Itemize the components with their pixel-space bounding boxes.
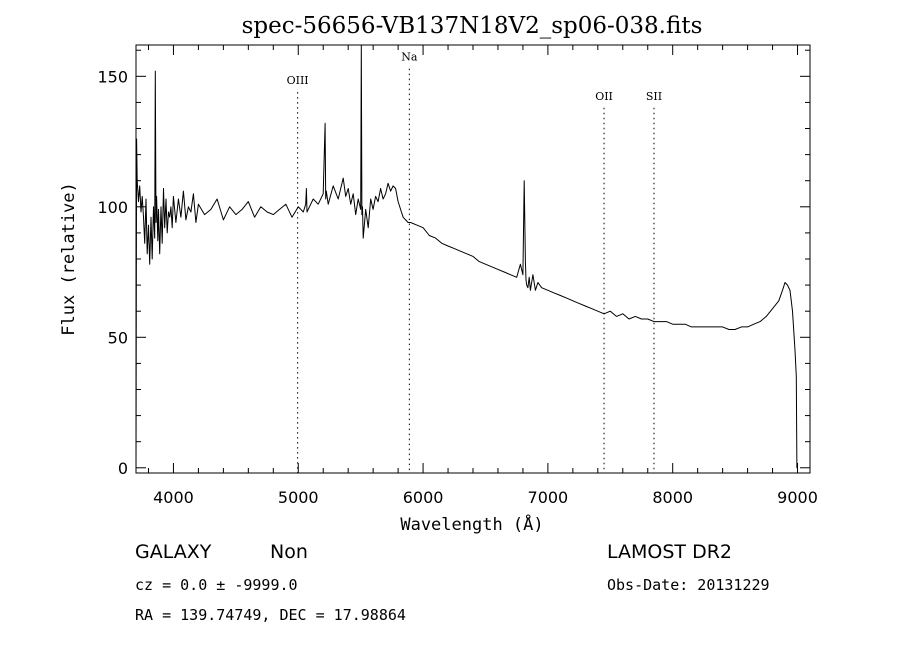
line-label-oii: OII	[595, 90, 613, 103]
redshift-readout: cz = 0.0 ± -9999.0	[135, 576, 298, 594]
y-tick-label: 0	[118, 459, 128, 478]
y-tick-label: 50	[108, 328, 128, 347]
object-subclass: Non	[270, 541, 308, 563]
spectrum-series-0	[136, 44, 798, 474]
x-tick-label: 6000	[403, 488, 444, 507]
plot-area: 4000 5000 6000 7000 8000 9000 0 50 100 150 OIII Na O…	[97, 44, 818, 507]
line-label-oiii: OIII	[287, 74, 309, 87]
x-axis-label: Wavelength (Å)	[400, 513, 543, 535]
obs-date: Obs-Date: 20131229	[607, 576, 770, 594]
y-axis-label: Flux (relative)	[59, 182, 79, 336]
y-tick-label: 150	[97, 67, 128, 86]
x-tick-label: 7000	[528, 488, 569, 507]
survey-name: LAMOST DR2	[607, 541, 732, 563]
line-label-na: Na	[401, 51, 418, 64]
coordinates-readout: RA = 139.74749, DEC = 17.98864	[135, 606, 406, 624]
x-tick-label: 9000	[777, 488, 818, 507]
y-tick-label: 100	[97, 198, 128, 217]
chart-title: spec-56656-VB137N18V2_sp06-038.fits	[242, 13, 703, 39]
line-label-sii: SII	[646, 90, 662, 103]
x-tick-label: 5000	[278, 488, 319, 507]
x-tick-label: 8000	[652, 488, 693, 507]
object-class: GALAXY	[135, 541, 212, 563]
x-tick-label: 4000	[153, 488, 194, 507]
